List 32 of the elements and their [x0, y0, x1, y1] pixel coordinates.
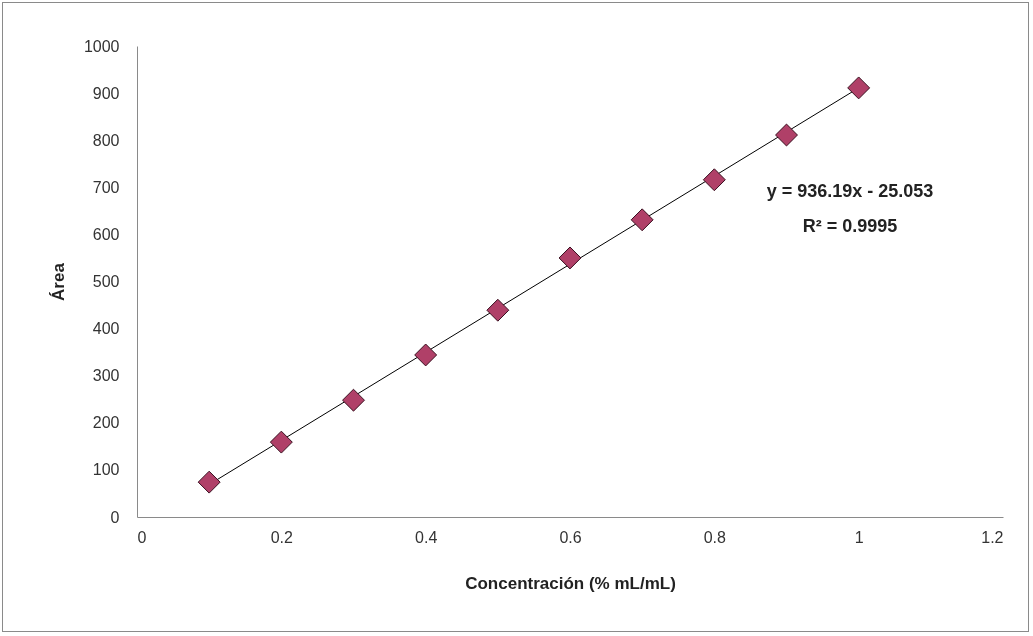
point: [414, 343, 438, 367]
y-tick-label: 700: [92, 178, 120, 196]
x-tick-label: 0.8: [703, 528, 727, 546]
point: [197, 470, 221, 494]
point: [702, 168, 726, 192]
x-tick-label: 1: [854, 528, 864, 546]
point: [269, 430, 293, 454]
point: [775, 123, 798, 147]
x-tick-label: 1.2: [981, 528, 1004, 546]
y-tick-label: 900: [92, 84, 120, 102]
point: [342, 388, 365, 412]
annotation: y = 936.19x - 25.053: [766, 181, 934, 201]
y-tick-label: 800: [92, 131, 120, 149]
y-tick-label: 200: [92, 414, 120, 432]
point: [630, 208, 654, 232]
y-tick-label: 100: [92, 461, 120, 479]
y-tick-label: 1000: [83, 37, 120, 55]
x-tick-label: 0.4: [415, 528, 438, 546]
point: [486, 298, 510, 322]
point: [847, 76, 871, 100]
x-tick-label: 0.6: [559, 528, 582, 546]
y-axis-title: Área: [48, 262, 68, 301]
point: [558, 246, 582, 270]
x-tick-label: 0.2: [270, 528, 294, 546]
y-tick-label: 600: [92, 225, 120, 243]
y-tick-label: 0: [110, 508, 120, 526]
annotation: R² = 0.9995: [802, 216, 898, 236]
y-tick-label: 400: [92, 320, 120, 338]
y-tick-label: 500: [92, 273, 120, 290]
y-tick-label: 300: [92, 367, 120, 385]
x-axis-title: Concentración (% mL/mL): [465, 573, 676, 593]
x-tick-label: 0: [137, 528, 147, 546]
